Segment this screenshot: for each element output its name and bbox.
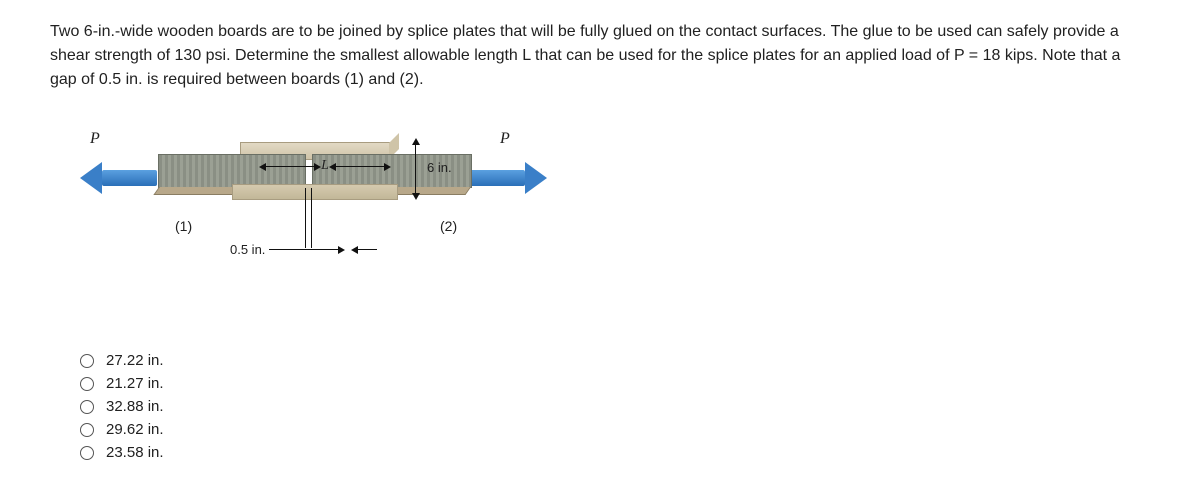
force-arrow-left — [80, 162, 157, 194]
dimension-width: 6 in. — [415, 144, 416, 194]
dimension-gap-label: 0.5 in. — [230, 242, 265, 257]
option-0[interactable]: 27.22 in. — [80, 352, 1127, 369]
option-label: 27.22 in. — [106, 352, 164, 369]
option-label: 23.58 in. — [106, 444, 164, 461]
dimension-L: L — [265, 158, 385, 174]
radio-icon — [80, 354, 94, 368]
answer-options: 27.22 in. 21.27 in. 32.88 in. 29.62 in. … — [80, 352, 1127, 461]
radio-icon — [80, 423, 94, 437]
splice-plate-bottom — [232, 184, 398, 200]
force-arrow-right — [470, 162, 547, 194]
board-2-label: (2) — [440, 218, 457, 234]
p-label-right: P — [500, 130, 510, 148]
figure: P P L 6 in. (1) (2) 0.5 in. — [80, 122, 560, 312]
gap-markers — [305, 188, 306, 248]
option-3[interactable]: 29.62 in. — [80, 421, 1127, 438]
option-label: 21.27 in. — [106, 375, 164, 392]
option-label: 32.88 in. — [106, 398, 164, 415]
radio-icon — [80, 377, 94, 391]
board-1-label: (1) — [175, 218, 192, 234]
option-4[interactable]: 23.58 in. — [80, 444, 1127, 461]
option-2[interactable]: 32.88 in. — [80, 398, 1127, 415]
option-1[interactable]: 21.27 in. — [80, 375, 1127, 392]
option-label: 29.62 in. — [106, 421, 164, 438]
dimension-width-label: 6 in. — [427, 160, 452, 175]
p-label-left: P — [90, 130, 100, 148]
radio-icon — [80, 400, 94, 414]
dimension-gap: 0.5 in. — [230, 242, 377, 257]
question-text: Two 6-in.-wide wooden boards are to be j… — [50, 20, 1127, 92]
radio-icon — [80, 446, 94, 460]
